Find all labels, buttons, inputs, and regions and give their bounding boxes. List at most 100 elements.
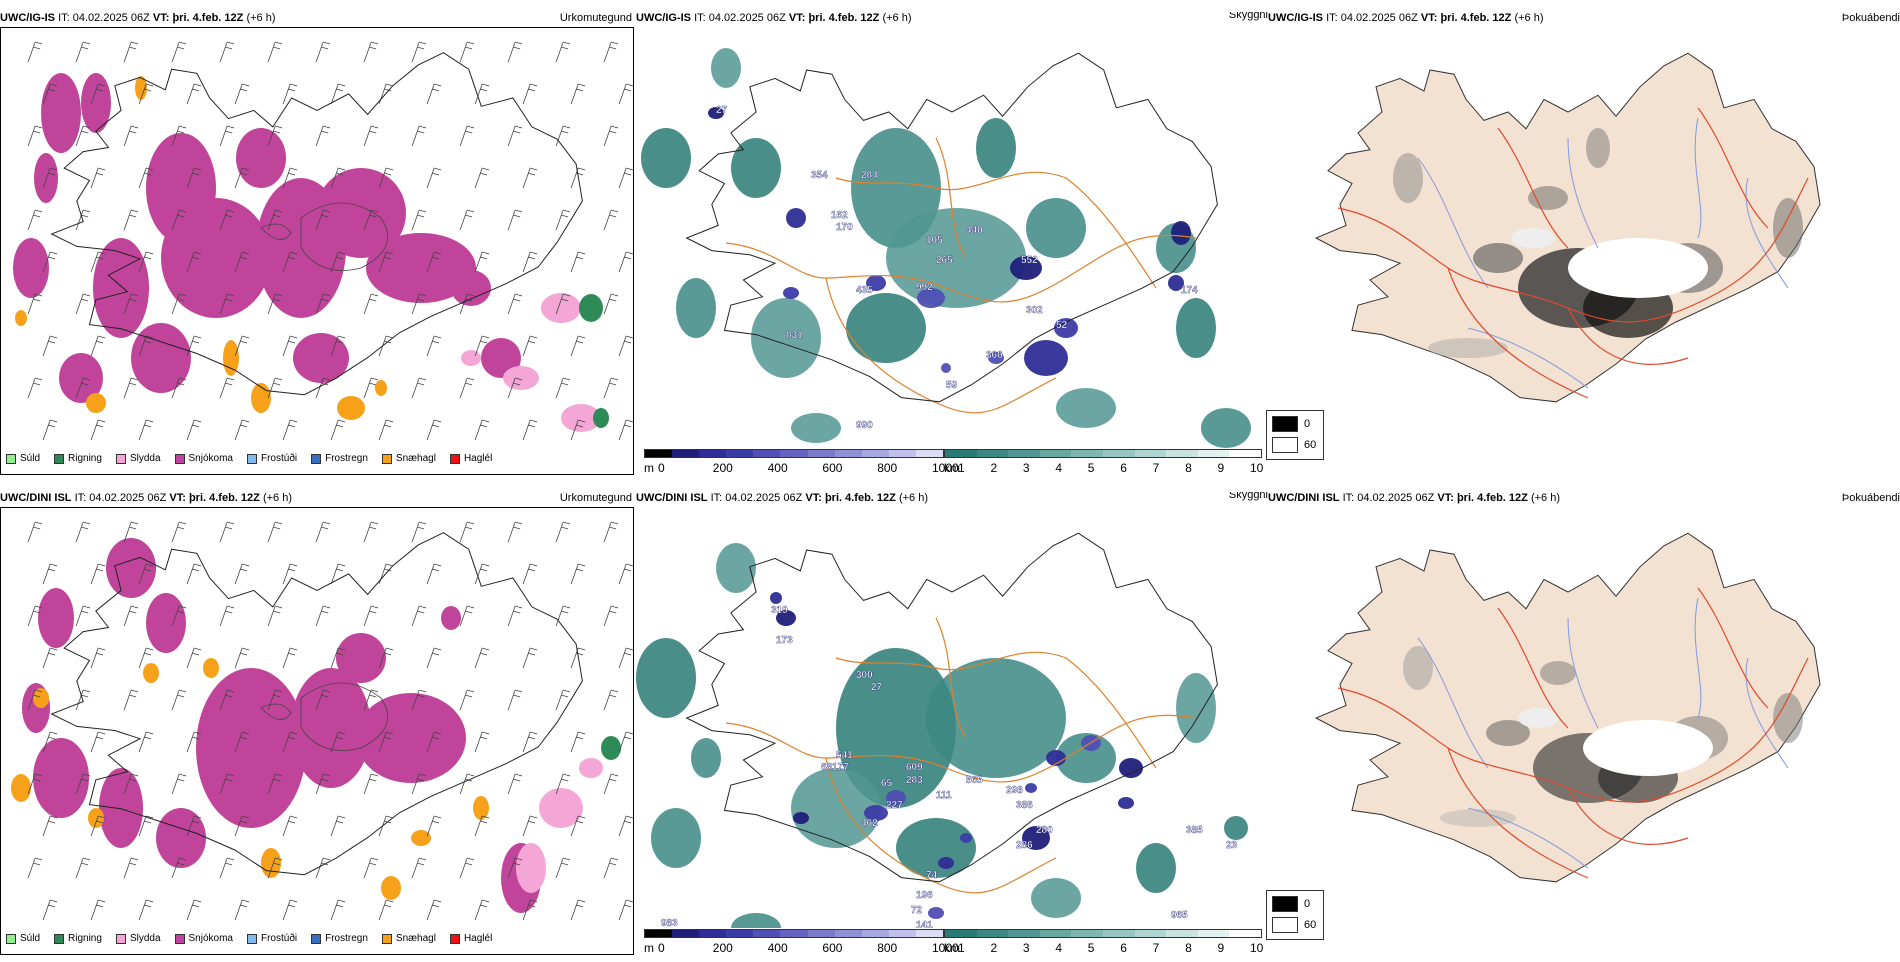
iceland-land	[1314, 532, 1821, 883]
visibility-colorbar-tick: 2	[990, 461, 998, 475]
wind-barb	[603, 209, 619, 231]
wind-barb	[555, 377, 571, 399]
wind-barb	[186, 731, 202, 753]
glacier-outline	[260, 682, 389, 751]
legend-item: Snæhagl	[381, 933, 436, 944]
wind-barb	[330, 647, 346, 669]
visibility-panel: UWC/IG-IS IT: 04.02.2025 06Z VT: þri. 4.…	[636, 12, 1268, 482]
rivers	[1417, 117, 1789, 389]
header-header-vt-label: VT:	[788, 12, 806, 24]
wind-barb	[411, 377, 427, 399]
graupel-area	[411, 830, 431, 846]
road-network	[1337, 107, 1809, 399]
sleet-area	[461, 350, 481, 366]
header-header-vt-label: VT:	[805, 492, 822, 504]
legend-swatch	[311, 933, 322, 944]
wind-barb	[474, 647, 490, 669]
visibility-colorbar-tick: 9	[1217, 941, 1225, 955]
fog-index-area	[1583, 720, 1713, 776]
iceland-coastline	[685, 52, 1218, 403]
precip-type-panel: UWC/IG-IS IT: 04.02.2025 06Z VT: þri. 4.…	[0, 12, 636, 482]
wind-barb	[363, 41, 379, 63]
wind-barb	[267, 209, 283, 231]
legend-swatch	[381, 453, 392, 464]
graupel-area	[33, 688, 49, 708]
wind-barb	[411, 857, 427, 879]
wind-barb	[378, 167, 394, 189]
wind-barb	[171, 605, 187, 627]
graupel-area	[261, 848, 281, 878]
legend-label: Rigning	[68, 933, 102, 944]
legend-label: Slydda	[129, 453, 161, 464]
wind-barb	[186, 647, 202, 669]
cloud-base-height-colorbar-tick: 0	[658, 461, 665, 475]
wind-barb	[234, 563, 250, 585]
cloud-base-height-label: 111	[936, 790, 952, 801]
visibility-colorbar-tick: 4	[1055, 941, 1063, 955]
rain-area	[601, 736, 621, 760]
wind-barb	[267, 125, 283, 147]
wind-barb	[234, 899, 250, 920]
wind-barb	[507, 521, 523, 543]
cloud-base-height-colorbar-tick: 200	[712, 941, 733, 955]
low-visibility-area	[846, 293, 926, 363]
low-visibility-area	[1031, 878, 1081, 918]
visibility-colorbar-tick: 5	[1087, 461, 1095, 475]
wind-barb	[123, 521, 139, 543]
visibility-colorbar-unit: km	[944, 461, 960, 475]
wind-barb	[459, 521, 475, 543]
wind-barb	[378, 647, 394, 669]
wind-barb	[330, 251, 346, 273]
visibility-colorbar-strip	[944, 929, 1262, 938]
low-cloud-base-area	[864, 805, 888, 821]
wind-barb	[411, 41, 427, 63]
low-cloud-base-area	[793, 812, 809, 824]
legend-label: Haglél	[463, 933, 493, 944]
wind-barb	[426, 899, 442, 920]
legend-item: Haglél	[449, 453, 492, 464]
graupel-area	[473, 796, 489, 820]
visibility-colorbar-tick: 10	[1250, 461, 1264, 475]
wind-barb	[618, 731, 633, 753]
cloud-base-height-label: 300	[856, 670, 873, 681]
fog-index-panel: UWC/DINI ISL IT: 04.02.2025 06Z VT: þri.…	[1268, 492, 1900, 962]
low-visibility-area	[1136, 843, 1176, 893]
legend-item: Frostregn	[311, 933, 368, 944]
cloud-base-height-label: 196	[916, 890, 933, 901]
header-header-vt-label: VT:	[1437, 492, 1454, 504]
wind-barb	[603, 773, 619, 795]
cloud-base-height-label: 283	[906, 775, 923, 786]
wind-barb	[618, 419, 633, 440]
visibility-colorbar-tick: 7	[1152, 461, 1160, 475]
panel-title-fog: Þokuábendi	[1841, 492, 1900, 504]
graupel-area	[15, 310, 27, 326]
wind-barb	[618, 815, 633, 837]
precip-map	[13, 41, 633, 440]
cloud-base-height-label: 609	[906, 762, 923, 773]
wind-barb	[123, 857, 139, 879]
legend-label: 0	[1304, 898, 1311, 910]
snow-area	[481, 338, 521, 378]
legend-item: Rigning	[54, 933, 102, 944]
low-visibility-area	[1026, 198, 1086, 258]
wind-barb	[378, 899, 394, 920]
header-header-it-label: IT:	[1342, 492, 1355, 504]
wind-barb	[90, 647, 106, 669]
wind-barb	[186, 335, 202, 357]
low-visibility-area	[731, 913, 781, 928]
visibility-colorbar-tick: 2	[990, 941, 998, 955]
wind-barb	[330, 335, 346, 357]
wind-barb	[570, 563, 586, 585]
panel-title-precip: Úrkomutegund	[559, 492, 632, 504]
header-header-it: 04.02.2025 06Z	[89, 492, 167, 504]
sleet-area	[541, 293, 581, 323]
legend-swatch	[6, 453, 16, 464]
cloud-base-height-label: 174	[1181, 285, 1198, 296]
wind-barb	[138, 167, 154, 189]
panel-title-visibility: Skyggni	[1228, 12, 1268, 21]
low-cloud-base-area	[988, 352, 1004, 364]
legend-item: 0	[1272, 896, 1310, 912]
rivers	[1417, 597, 1789, 869]
iceland-coastline	[50, 532, 583, 876]
wind-barb	[315, 521, 331, 543]
